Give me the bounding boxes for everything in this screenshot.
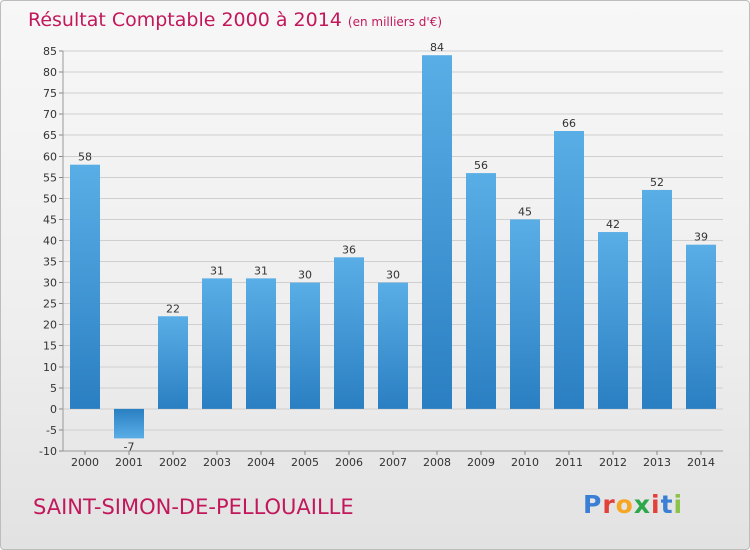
y-tick-label: 20 bbox=[43, 319, 57, 332]
value-label-2005: 30 bbox=[298, 269, 312, 282]
x-tick-label-2010: 2010 bbox=[511, 456, 539, 469]
logo-letter: i bbox=[651, 490, 661, 519]
value-label-2011: 66 bbox=[562, 117, 576, 130]
value-label-2003: 31 bbox=[210, 264, 224, 277]
bar-2011 bbox=[554, 131, 584, 409]
y-tick-label: 30 bbox=[43, 277, 57, 290]
x-tick-label-2005: 2005 bbox=[291, 456, 319, 469]
bar-2001 bbox=[114, 408, 144, 439]
value-label-2008: 84 bbox=[430, 41, 444, 54]
chart-title-text: Résultat Comptable 2000 à 2014 bbox=[28, 9, 342, 31]
y-tick-label: -10 bbox=[39, 445, 57, 458]
x-tick-label-2001: 2001 bbox=[115, 456, 143, 469]
logo-letter: x bbox=[633, 490, 651, 519]
bar-2004 bbox=[246, 278, 276, 409]
x-tick-label-2014: 2014 bbox=[687, 456, 715, 469]
bar-2009 bbox=[466, 173, 496, 409]
chart-subtitle: (en milliers d'€) bbox=[347, 15, 443, 29]
value-label-2000: 58 bbox=[78, 151, 92, 164]
y-tick-label: 60 bbox=[43, 150, 57, 163]
logo-letter: o bbox=[615, 490, 634, 519]
x-tick-label-2011: 2011 bbox=[555, 456, 583, 469]
chart-title: Résultat Comptable 2000 à 2014 (en millie… bbox=[28, 9, 442, 31]
x-tick-label-2004: 2004 bbox=[247, 456, 275, 469]
value-label-2004: 31 bbox=[254, 264, 268, 277]
y-tick-label: -5 bbox=[46, 424, 57, 437]
x-tick-label-2013: 2013 bbox=[643, 456, 671, 469]
bar-2006 bbox=[334, 257, 364, 409]
y-tick-label: 65 bbox=[43, 129, 57, 142]
y-tick-label: 80 bbox=[43, 66, 57, 79]
y-tick-label: 5 bbox=[50, 382, 57, 395]
x-tick-label-2003: 2003 bbox=[203, 456, 231, 469]
y-tick-label: 0 bbox=[50, 403, 57, 416]
y-tick-label: 75 bbox=[43, 87, 57, 100]
logo-letter: P bbox=[583, 490, 603, 519]
y-tick-label: 50 bbox=[43, 192, 57, 205]
value-label-2006: 36 bbox=[342, 243, 356, 256]
y-tick-label: 45 bbox=[43, 213, 57, 226]
x-tick-label-2006: 2006 bbox=[335, 456, 363, 469]
bar-2008 bbox=[422, 55, 452, 409]
logo-letter: t bbox=[660, 490, 674, 519]
proxiti-logo: Proxiti bbox=[583, 490, 683, 519]
bar-2012 bbox=[598, 232, 628, 409]
x-tick-label-2000: 2000 bbox=[71, 456, 99, 469]
y-tick-label: 85 bbox=[43, 45, 57, 58]
value-label-2010: 45 bbox=[518, 205, 532, 218]
logo-letter: i bbox=[673, 490, 684, 519]
bar-2010 bbox=[510, 219, 540, 409]
x-tick-label-2008: 2008 bbox=[423, 456, 451, 469]
bar-2000 bbox=[70, 164, 100, 409]
value-label-2014: 39 bbox=[694, 231, 708, 244]
x-tick-label-2007: 2007 bbox=[379, 456, 407, 469]
x-tick-label-2012: 2012 bbox=[599, 456, 627, 469]
bar-2003 bbox=[202, 278, 232, 409]
y-tick-label: 25 bbox=[43, 298, 57, 311]
bar-2013 bbox=[642, 189, 672, 409]
y-tick-label: 35 bbox=[43, 256, 57, 269]
value-label-2013: 52 bbox=[650, 176, 664, 189]
bar-2014 bbox=[686, 244, 716, 409]
y-tick-label: 70 bbox=[43, 108, 57, 121]
value-label-2001: -7 bbox=[124, 440, 135, 453]
value-label-2007: 30 bbox=[386, 269, 400, 282]
y-tick-label: 55 bbox=[43, 171, 57, 184]
location-name: SAINT-SIMON-DE-PELLOUAILLE bbox=[33, 495, 354, 519]
bar-2002 bbox=[158, 316, 188, 409]
value-label-2012: 42 bbox=[606, 218, 620, 231]
bar-2005 bbox=[290, 282, 320, 409]
y-tick-label: 10 bbox=[43, 361, 57, 374]
value-label-2002: 22 bbox=[166, 302, 180, 315]
x-tick-label-2009: 2009 bbox=[467, 456, 495, 469]
value-label-2009: 56 bbox=[474, 159, 488, 172]
y-tick-label: 40 bbox=[43, 234, 57, 247]
bar-2007 bbox=[378, 282, 408, 409]
y-tick-label: 15 bbox=[43, 340, 57, 353]
x-tick-label-2002: 2002 bbox=[159, 456, 187, 469]
logo-letter: r bbox=[602, 490, 616, 519]
